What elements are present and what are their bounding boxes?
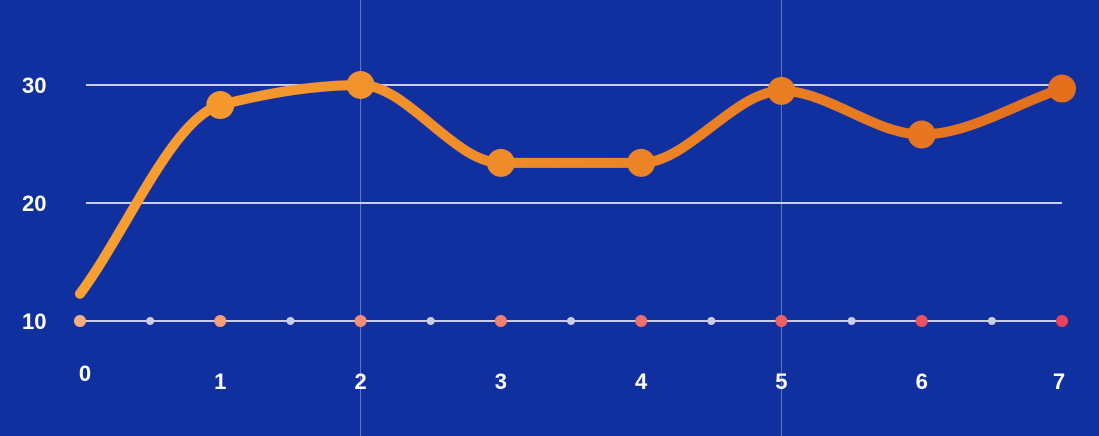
baseline-dot xyxy=(146,317,155,325)
x-tick-label: 1 xyxy=(214,369,226,394)
data-point xyxy=(346,71,375,99)
horizontal-gridlines xyxy=(86,84,1062,322)
baseline-marker xyxy=(214,315,227,327)
baseline-marker xyxy=(354,315,367,327)
x-axis-labels: 0 1 2 3 4 5 6 7 xyxy=(79,361,1065,394)
data-point xyxy=(767,76,796,105)
baseline-marker xyxy=(1056,315,1068,327)
x-tick-label: 2 xyxy=(354,369,366,394)
y-tick-label: 10 xyxy=(22,309,46,334)
y-tick-label: 20 xyxy=(22,191,46,216)
y-axis-labels: 10 20 30 xyxy=(22,73,46,334)
baseline-marker xyxy=(915,315,928,327)
baseline-dot xyxy=(707,317,716,325)
vertical-gridlines xyxy=(360,0,782,436)
baseline-marker xyxy=(635,315,648,327)
x-tick-label: 6 xyxy=(916,369,928,394)
data-point xyxy=(206,91,235,120)
x-tick-label: 3 xyxy=(495,369,507,394)
baseline-marker xyxy=(74,315,86,327)
baseline-dot xyxy=(286,317,295,325)
baseline-dot xyxy=(426,317,435,325)
baseline-dot xyxy=(987,317,996,325)
data-points xyxy=(206,71,1076,177)
baseline-marker xyxy=(775,315,788,327)
x-tick-label: 0 xyxy=(79,361,91,386)
baseline-dot xyxy=(847,317,856,325)
baseline-markers xyxy=(74,315,1068,327)
x-tick-label: 7 xyxy=(1053,369,1065,394)
x-tick-label: 4 xyxy=(635,369,648,394)
data-point xyxy=(907,120,936,149)
data-point xyxy=(486,148,515,177)
x-tick-label: 5 xyxy=(775,369,787,394)
baseline-dot xyxy=(567,317,575,325)
data-point xyxy=(627,148,656,177)
baseline-marker xyxy=(494,315,507,327)
y-tick-label: 30 xyxy=(22,73,46,98)
data-point xyxy=(1048,74,1076,103)
